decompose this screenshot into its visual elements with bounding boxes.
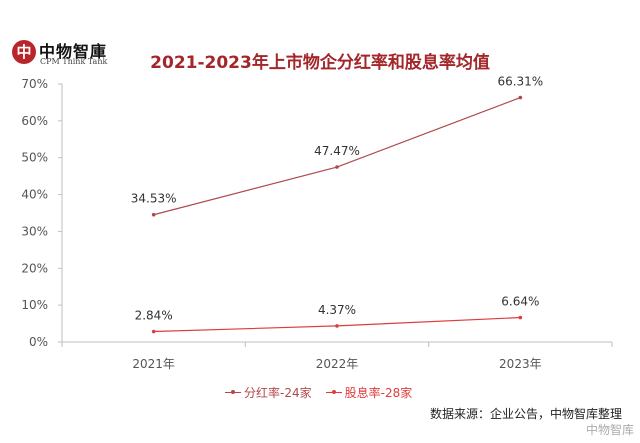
y-tick-label: 50% xyxy=(21,151,48,165)
brand-mark-icon: 中 xyxy=(12,40,36,64)
y-tick-label: 30% xyxy=(21,224,48,238)
y-tick-label: 70% xyxy=(21,77,48,91)
brand-logo: 中 中物智庫 CPM Think Tank xyxy=(12,38,142,68)
data-point xyxy=(151,329,156,334)
watermark: 中物智库 xyxy=(585,423,634,437)
legend-label-dividend-yield: 股息率-28家 xyxy=(344,385,413,400)
y-tick-label: 60% xyxy=(21,114,48,128)
data-label: 66.31% xyxy=(497,75,543,89)
data-point xyxy=(335,165,339,169)
data-point xyxy=(335,324,339,328)
y-tick-label: 20% xyxy=(21,261,48,275)
legend-swatch-dividend-yield xyxy=(325,387,342,397)
data-label: 4.37% xyxy=(318,303,356,317)
x-tick-label: 2022年 xyxy=(316,357,359,371)
legend-swatch-dividend-payout xyxy=(225,387,241,397)
data-point xyxy=(151,212,156,217)
data-source-note: 数据来源：企业公告，中物智库整理 xyxy=(429,407,622,421)
legend: 分红率-24家 股息率-28家 xyxy=(225,384,426,400)
data-label: 34.53% xyxy=(131,192,177,206)
data-point xyxy=(518,95,523,100)
y-tick-label: 40% xyxy=(21,188,48,202)
brand-name: 中物智庫 xyxy=(39,42,108,61)
data-point xyxy=(518,315,523,320)
data-label: 47.47% xyxy=(314,144,360,158)
legend-label-dividend-payout: 分红率-24家 xyxy=(244,385,312,400)
x-tick-label: 2021年 xyxy=(132,357,175,371)
data-label: 6.64% xyxy=(501,295,539,309)
chart-title: 2021-2023年上市物企分红率和股息率均值 xyxy=(150,53,490,73)
y-tick-label: 0% xyxy=(29,335,48,349)
brand-subtitle: CPM Think Tank xyxy=(40,57,108,66)
data-label: 2.84% xyxy=(135,309,173,323)
legend-item-dividend-yield: 股息率-28家 xyxy=(325,384,413,401)
legend-item-dividend-payout: 分红率-24家 xyxy=(225,384,312,401)
x-tick-label: 2023年 xyxy=(499,357,542,371)
y-tick-label: 10% xyxy=(21,298,48,312)
